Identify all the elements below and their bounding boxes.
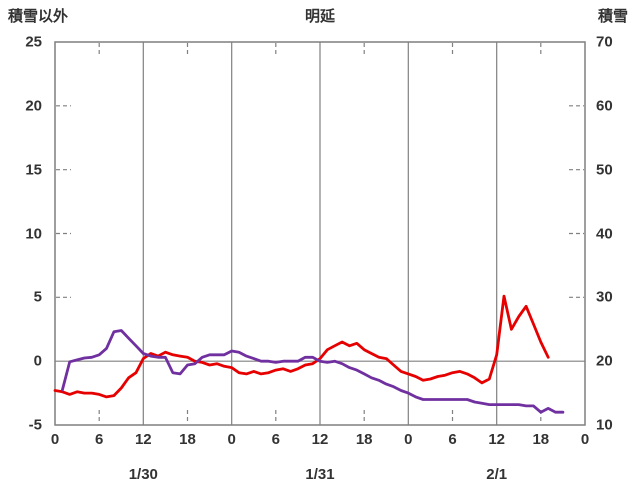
- left-tick: 15: [25, 161, 42, 179]
- plot-border: [54, 41, 586, 426]
- x-tick-hour: 12: [311, 431, 329, 448]
- series-layer: [53, 294, 565, 414]
- left-tick: 5: [33, 288, 42, 306]
- date-label: 1/30: [128, 466, 158, 483]
- date-label: 2/1: [486, 466, 508, 483]
- x-tick-hour: 6: [95, 431, 104, 448]
- x-tick-hour: 0: [404, 431, 413, 448]
- vertical-gridlines: [142, 42, 498, 425]
- x-tick-hour: 18: [355, 431, 373, 448]
- left-axis-title: 積雪以外: [8, 8, 69, 25]
- right-tick: 60: [596, 97, 613, 115]
- left-tick: 0: [33, 352, 42, 370]
- right-tick: 40: [596, 225, 613, 242]
- right-tick: 20: [596, 352, 613, 370]
- right-tick: 30: [596, 288, 613, 306]
- right-tick: 10: [596, 416, 613, 434]
- date-label: 1/31: [305, 466, 335, 483]
- right-tick: 50: [596, 161, 613, 179]
- chart-title: 明延: [304, 8, 335, 25]
- series-line-left: [53, 294, 550, 399]
- left-tick: 10: [25, 225, 42, 242]
- x-tick-hour: 18: [532, 431, 550, 448]
- right-tick: 70: [596, 33, 613, 51]
- x-tick-hour: 0: [227, 431, 236, 448]
- left-tick: 25: [25, 33, 42, 51]
- right-axis-title: 積雪: [597, 8, 628, 25]
- left-tick: 20: [25, 97, 42, 115]
- x-tick-hour: 6: [448, 431, 457, 448]
- y-tick-marks: [56, 105, 584, 298]
- series-line-right: [61, 329, 565, 414]
- x-tick-hour: 0: [50, 431, 60, 448]
- x-tick-hour: 6: [271, 431, 280, 448]
- x-tick-marks: [98, 43, 542, 424]
- left-tick: -5: [28, 416, 42, 434]
- x-tick-hour: 0: [580, 431, 590, 448]
- x-tick-hour: 18: [179, 431, 196, 448]
- x-tick-hour: 12: [134, 431, 152, 448]
- x-tick-hour: 12: [488, 431, 506, 448]
